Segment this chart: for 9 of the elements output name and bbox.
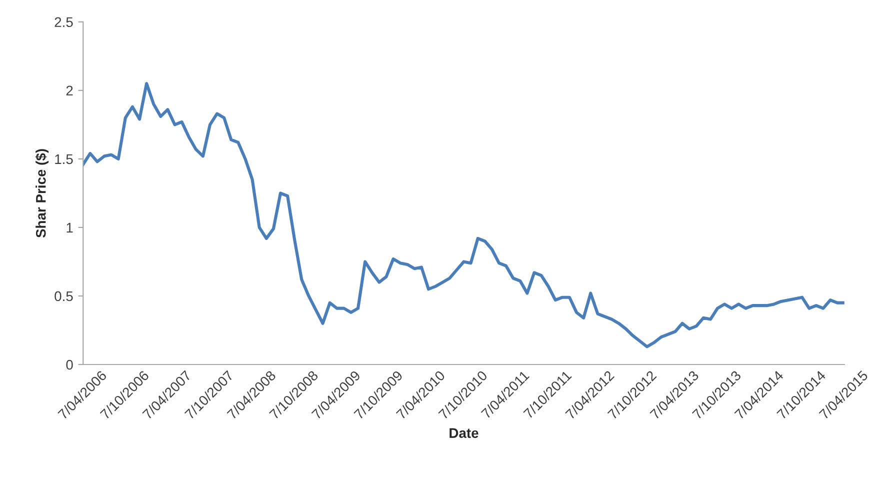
y-tick-label: 1: [66, 222, 73, 232]
y-tick-label: 2.5: [54, 17, 73, 28]
y-tick-label: 0.5: [54, 291, 73, 302]
y-tick-label: 0: [66, 360, 73, 370]
y-axis-title: Shar Price ($): [35, 149, 49, 238]
y-tick-label: 1.5: [55, 154, 73, 164]
x-axis-title: Date: [450, 428, 478, 438]
y-tick-label: 2: [66, 86, 73, 96]
line-series: [83, 82, 844, 348]
